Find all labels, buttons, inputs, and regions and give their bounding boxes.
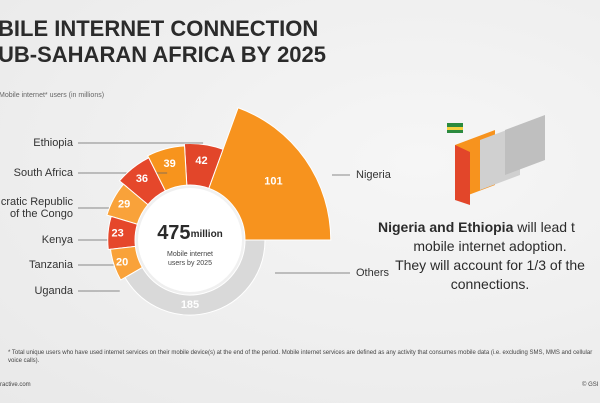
category-label: South Africa <box>13 167 73 179</box>
value-label: 23 <box>112 228 124 240</box>
footer: ractive.com <box>0 382 31 388</box>
value-label: 42 <box>195 155 207 167</box>
axis-label: Mobile internet* users (in millions) <box>0 92 105 99</box>
category-label: Kenya <box>41 234 73 246</box>
total: 475million <box>157 222 223 244</box>
title: BILE INTERNET CONNECTION <box>0 16 319 41</box>
value-label: 185 <box>181 299 199 311</box>
total-value: 475 <box>157 222 190 244</box>
value-label: 101 <box>264 175 282 187</box>
callout: They will account for 1/3 of the <box>395 257 585 273</box>
callout-text: connections. <box>451 276 530 292</box>
callout-text: will lead t <box>513 219 575 235</box>
value-label: 29 <box>118 198 130 210</box>
footnote: * Total unique users who have used inter… <box>8 350 593 364</box>
callout: Nigeria and Ethiopia will lead t <box>378 219 575 235</box>
category-label: Others <box>356 267 390 279</box>
value-label: 36 <box>136 173 148 185</box>
callout: connections. <box>451 276 530 292</box>
callout: mobile internet adoption. <box>413 238 566 254</box>
value-label: 20 <box>116 256 128 268</box>
total-label: Mobile internet <box>167 251 213 258</box>
center <box>138 188 242 292</box>
callout-bold: Nigeria and Ethiopia <box>378 219 514 235</box>
value-label: 39 <box>164 158 176 170</box>
category-label: Tanzania <box>28 259 73 271</box>
category-label: cratic Republic of the Congo <box>0 196 73 220</box>
icon <box>447 115 545 205</box>
wedge <box>124 239 266 316</box>
callout-text: mobile internet adoption. <box>413 238 566 254</box>
wedge <box>208 107 332 241</box>
category-label: Ethiopia <box>33 137 73 149</box>
callout-text: They will account for 1/3 of the <box>395 257 585 273</box>
category-label: Uganda <box>34 285 73 297</box>
footer: © GSI <box>582 382 599 388</box>
total-label: users by 2025 <box>168 260 212 267</box>
category-label: Nigeria <box>356 169 392 181</box>
total-unit: million <box>191 229 223 240</box>
title: UB-SAHARAN AFRICA BY 2025 <box>0 42 327 67</box>
